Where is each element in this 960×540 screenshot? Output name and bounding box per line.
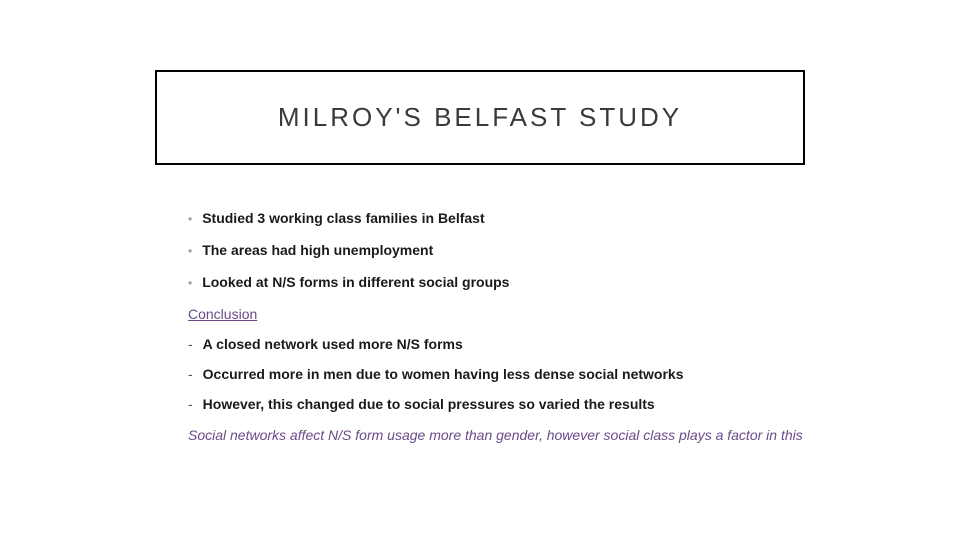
slide-title: MILROY'S BELFAST STUDY <box>278 102 682 133</box>
bullet-text: Looked at N/S forms in different social … <box>202 274 509 290</box>
dash-marker-icon: - <box>188 366 193 382</box>
bullet-item: • Looked at N/S forms in different socia… <box>188 274 808 292</box>
conclusion-text: A closed network used more N/S forms <box>203 336 463 352</box>
slide: MILROY'S BELFAST STUDY • Studied 3 worki… <box>0 0 960 540</box>
bullet-marker-icon: • <box>188 274 192 292</box>
conclusion-heading: Conclusion <box>188 306 808 322</box>
conclusion-item: - Occurred more in men due to women havi… <box>188 366 808 382</box>
conclusion-text: However, this changed due to social pres… <box>203 396 655 412</box>
slide-content: • Studied 3 working class families in Be… <box>188 210 808 446</box>
bullet-item: • Studied 3 working class families in Be… <box>188 210 808 228</box>
dash-marker-icon: - <box>188 396 193 412</box>
conclusion-text: Occurred more in men due to women having… <box>203 366 684 382</box>
bullet-text: Studied 3 working class families in Belf… <box>202 210 484 226</box>
bullet-text: The areas had high unemployment <box>202 242 433 258</box>
summary-text: Social networks affect N/S form usage mo… <box>188 426 808 446</box>
bullet-marker-icon: • <box>188 210 192 228</box>
conclusion-item: - However, this changed due to social pr… <box>188 396 808 412</box>
title-box: MILROY'S BELFAST STUDY <box>155 70 805 165</box>
conclusion-item: - A closed network used more N/S forms <box>188 336 808 352</box>
dash-marker-icon: - <box>188 336 193 352</box>
bullet-item: • The areas had high unemployment <box>188 242 808 260</box>
bullet-marker-icon: • <box>188 242 192 260</box>
